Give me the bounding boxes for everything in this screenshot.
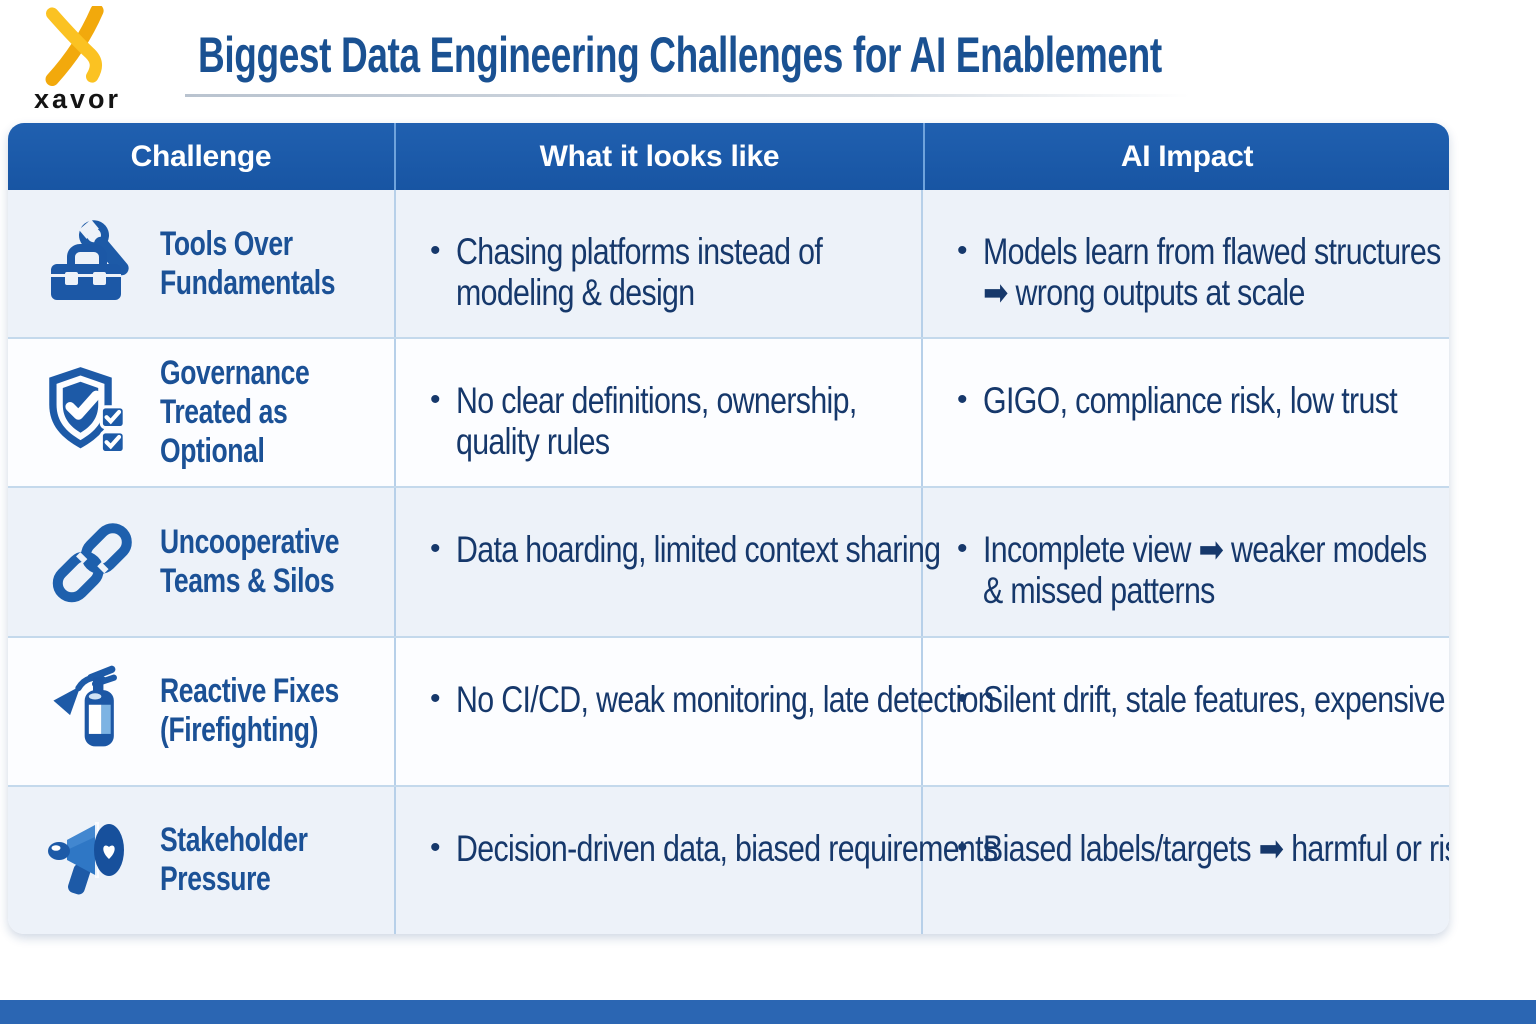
bullet-item: Incomplete view ➡ weaker models & missed… [957, 530, 1449, 611]
table-header-row: Challenge What it looks like AI Impact [8, 123, 1449, 190]
megaphone-icon [32, 812, 154, 908]
bullet-item: No CI/CD, weak monitoring, late detectio… [430, 679, 995, 721]
column-header-what-it-looks-like: What it looks like [394, 123, 923, 190]
bullet-icon [430, 232, 456, 313]
bullet-item: Data hoarding, limited context sharing [430, 530, 941, 571]
bullet-icon [430, 381, 456, 462]
bullet-item: Decision-driven data, biased requirement… [430, 828, 998, 870]
challenges-table: Challenge What it looks like AI Impact [8, 123, 1449, 934]
shield-check-icon [32, 363, 154, 463]
challenge-cell: Governance Treated as Optional [8, 339, 394, 486]
table-row: Uncooperative Teams & Silos Data hoardin… [8, 486, 1449, 636]
challenge-label: Stakeholder Pressure [160, 821, 308, 899]
bullet-icon [430, 680, 456, 721]
challenge-label: Reactive Fixes (Firefighting) [160, 672, 339, 750]
table-row: Governance Treated as Optional No clear … [8, 337, 1449, 487]
looks-like-cell: Data hoarding, limited context sharing [394, 488, 941, 636]
page-title: Biggest Data Engineering Challenges for … [198, 27, 1162, 83]
challenge-cell: Tools Over Fundamentals [8, 190, 394, 337]
fire-extinguisher-icon [32, 661, 154, 761]
ai-impact-cell: Biased labels/targets ➡ harmful or risky… [921, 786, 1449, 934]
column-header-challenge: Challenge [130, 139, 272, 173]
ai-impact-cell: Models learn from flawed structures ➡ wr… [921, 190, 1449, 338]
bullet-item: No clear definitions, ownership, quality… [430, 381, 903, 462]
challenge-cell: Stakeholder Pressure [8, 787, 394, 934]
bullet-icon [957, 530, 983, 611]
brand-logo: xavor [28, 6, 158, 115]
challenge-cell: Uncooperative Teams & Silos [8, 488, 394, 635]
looks-like-cell: No clear definitions, ownership, quality… [394, 339, 921, 487]
challenge-label: Tools Over Fundamentals [160, 224, 336, 302]
table-row: Reactive Fixes (Firefighting) No CI/CD, … [8, 635, 1449, 785]
bullet-item: GIGO, compliance risk, low trust [957, 381, 1449, 422]
bullet-item: Silent drift, stale features, expensive … [957, 679, 1449, 721]
title-underline [185, 94, 1190, 97]
bullet-item: Biased labels/targets ➡ harmful or risky… [957, 828, 1449, 870]
bullet-icon [430, 530, 456, 571]
bullet-icon [430, 829, 456, 870]
chain-links-icon [32, 514, 154, 610]
table-row: Tools Over Fundamentals Chasing platform… [8, 190, 1449, 338]
ai-impact-cell: Silent drift, stale features, expensive … [921, 637, 1449, 785]
toolbox-wrench-icon [32, 216, 154, 312]
bullet-icon [957, 232, 983, 313]
bullet-icon [957, 381, 983, 422]
challenge-label: Uncooperative Teams & Silos [160, 522, 340, 600]
xavor-x-icon [45, 6, 104, 86]
challenge-cell: Reactive Fixes (Firefighting) [8, 638, 394, 785]
column-header-ai-impact: AI Impact [923, 123, 1449, 190]
ai-impact-cell: GIGO, compliance risk, low trust [921, 339, 1449, 487]
table-row: Stakeholder Pressure Decision-driven dat… [8, 784, 1449, 934]
bullet-item: Models learn from flawed structures ➡ wr… [957, 231, 1449, 313]
logo-text: xavor [34, 84, 122, 114]
bottom-accent-bar [0, 1000, 1536, 1024]
ai-impact-cell: Incomplete view ➡ weaker models & missed… [921, 488, 1449, 636]
bullet-item: Chasing platforms instead of modeling & … [430, 231, 903, 313]
looks-like-cell: No CI/CD, weak monitoring, late detectio… [394, 637, 995, 785]
title-block: Biggest Data Engineering Challenges for … [198, 26, 1398, 84]
looks-like-cell: Decision-driven data, biased requirement… [394, 786, 998, 934]
challenge-label: Governance Treated as Optional [160, 354, 310, 471]
looks-like-cell: Chasing platforms instead of modeling & … [394, 190, 921, 338]
